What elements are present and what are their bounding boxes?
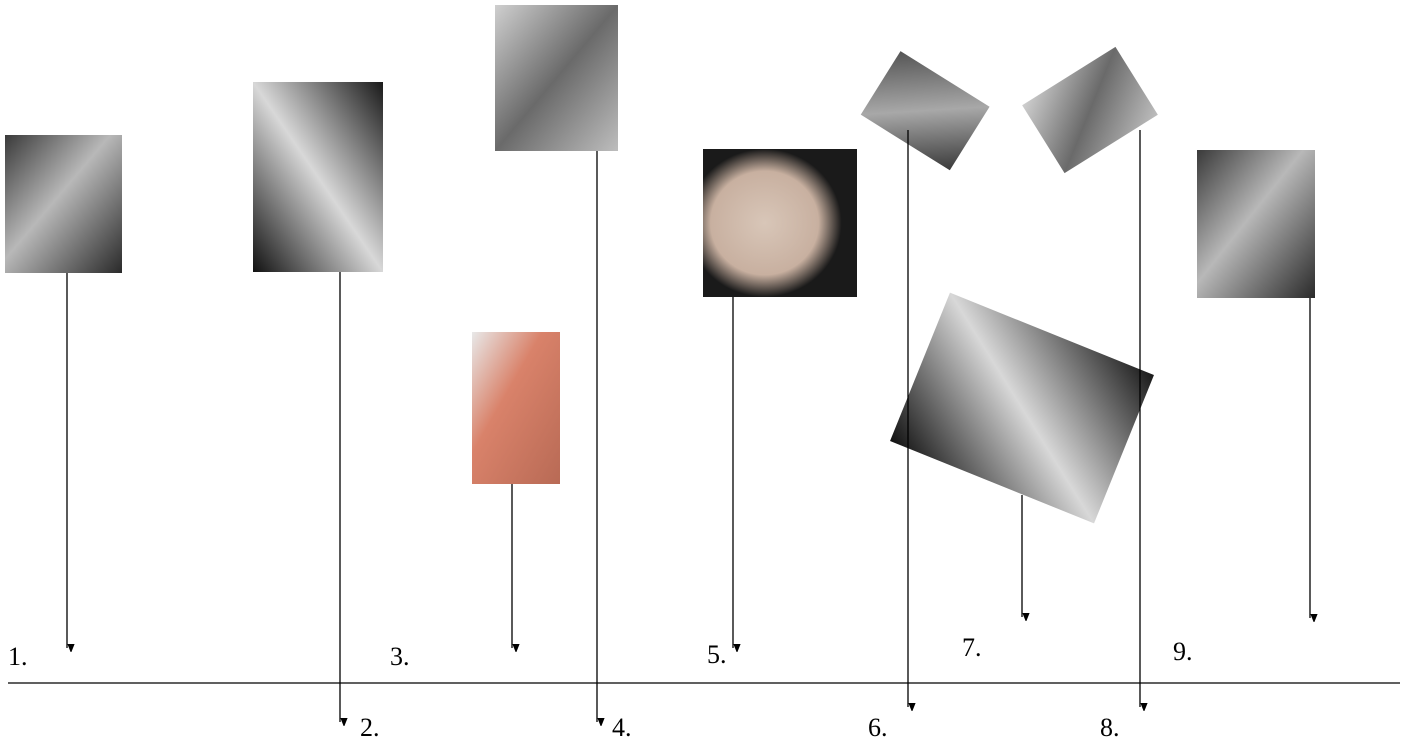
ear-photo (861, 51, 990, 170)
ear-photo (495, 5, 618, 151)
label: 6. (868, 713, 888, 742)
label: 1. (8, 642, 28, 671)
page: 1. 2. 3. 4. 5. 6. 7. 8. 9. (() => { cons… (0, 0, 1409, 744)
diagram: 1. 2. 3. 4. 5. 6. 7. 8. 9. (0, 0, 1409, 744)
ear-photo (253, 82, 383, 272)
label: 3. (390, 642, 410, 671)
ear-photo (1197, 150, 1315, 298)
ear-photo (1022, 47, 1158, 173)
ear-photo (5, 135, 122, 273)
ear-photo (703, 149, 857, 297)
label: 2. (360, 713, 380, 742)
label: 9. (1173, 637, 1193, 666)
ear-photo (472, 332, 560, 484)
label: 7. (962, 633, 982, 662)
ear-photo (890, 293, 1154, 524)
label: 5. (707, 640, 727, 669)
label: 4. (612, 713, 632, 742)
label: 8. (1100, 713, 1120, 742)
